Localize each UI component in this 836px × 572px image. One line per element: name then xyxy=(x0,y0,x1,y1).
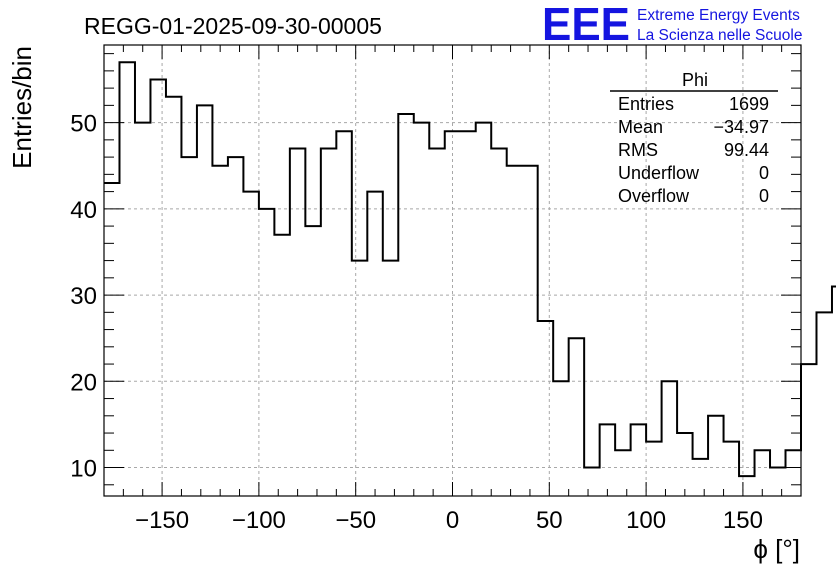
y-tick-label: 50 xyxy=(70,111,97,138)
y-tick-label: 10 xyxy=(70,456,97,483)
stats-label: Overflow xyxy=(618,186,690,206)
grid-lines xyxy=(104,45,801,496)
x-tick-label: 50 xyxy=(536,507,563,534)
axes xyxy=(103,44,802,497)
stats-value: 99.44 xyxy=(724,140,769,160)
stats-value: 0 xyxy=(759,186,769,206)
x-tick-label: 150 xyxy=(723,507,763,534)
logo-line-2: La Scienza nelle Scuole xyxy=(637,27,802,44)
y-tick-label: 20 xyxy=(70,369,97,396)
stats-label: RMS xyxy=(618,140,658,160)
x-tick-label: −50 xyxy=(335,507,376,534)
stats-value: 0 xyxy=(759,163,769,183)
y-tick-label: 40 xyxy=(70,197,97,224)
stats-label: Underflow xyxy=(618,163,700,183)
stats-box: Phi Entries 1699 Mean −34.97 RMS 99.44 Underfl… xyxy=(610,70,778,206)
stats-name: Phi xyxy=(682,70,708,90)
y-axis-label: Entries/bin xyxy=(7,46,37,169)
x-tick-label: 0 xyxy=(446,507,459,534)
eee-logo: EEE Extreme Energy Events La Scienza nel… xyxy=(542,0,802,50)
stats-label: Entries xyxy=(618,94,674,114)
histogram-line xyxy=(104,61,836,478)
x-axis-label: ϕ [°] xyxy=(753,534,800,564)
x-tick-label: −100 xyxy=(232,507,286,534)
x-tick-label: 100 xyxy=(626,507,666,534)
eee-logo-letters: EEE xyxy=(542,0,630,50)
y-tick-label: 30 xyxy=(70,283,97,310)
stats-label: Mean xyxy=(618,117,663,137)
tick-labels: −150 −100 −50 0 50 100 150 10 20 30 40 50 xyxy=(70,111,763,534)
logo-line-1: Extreme Energy Events xyxy=(637,7,800,24)
chart-title: REGG-01-2025-09-30-00005 xyxy=(84,13,382,39)
x-tick-label: −150 xyxy=(135,507,189,534)
stats-value: −34.97 xyxy=(713,117,769,137)
stats-value: 1699 xyxy=(729,94,769,114)
